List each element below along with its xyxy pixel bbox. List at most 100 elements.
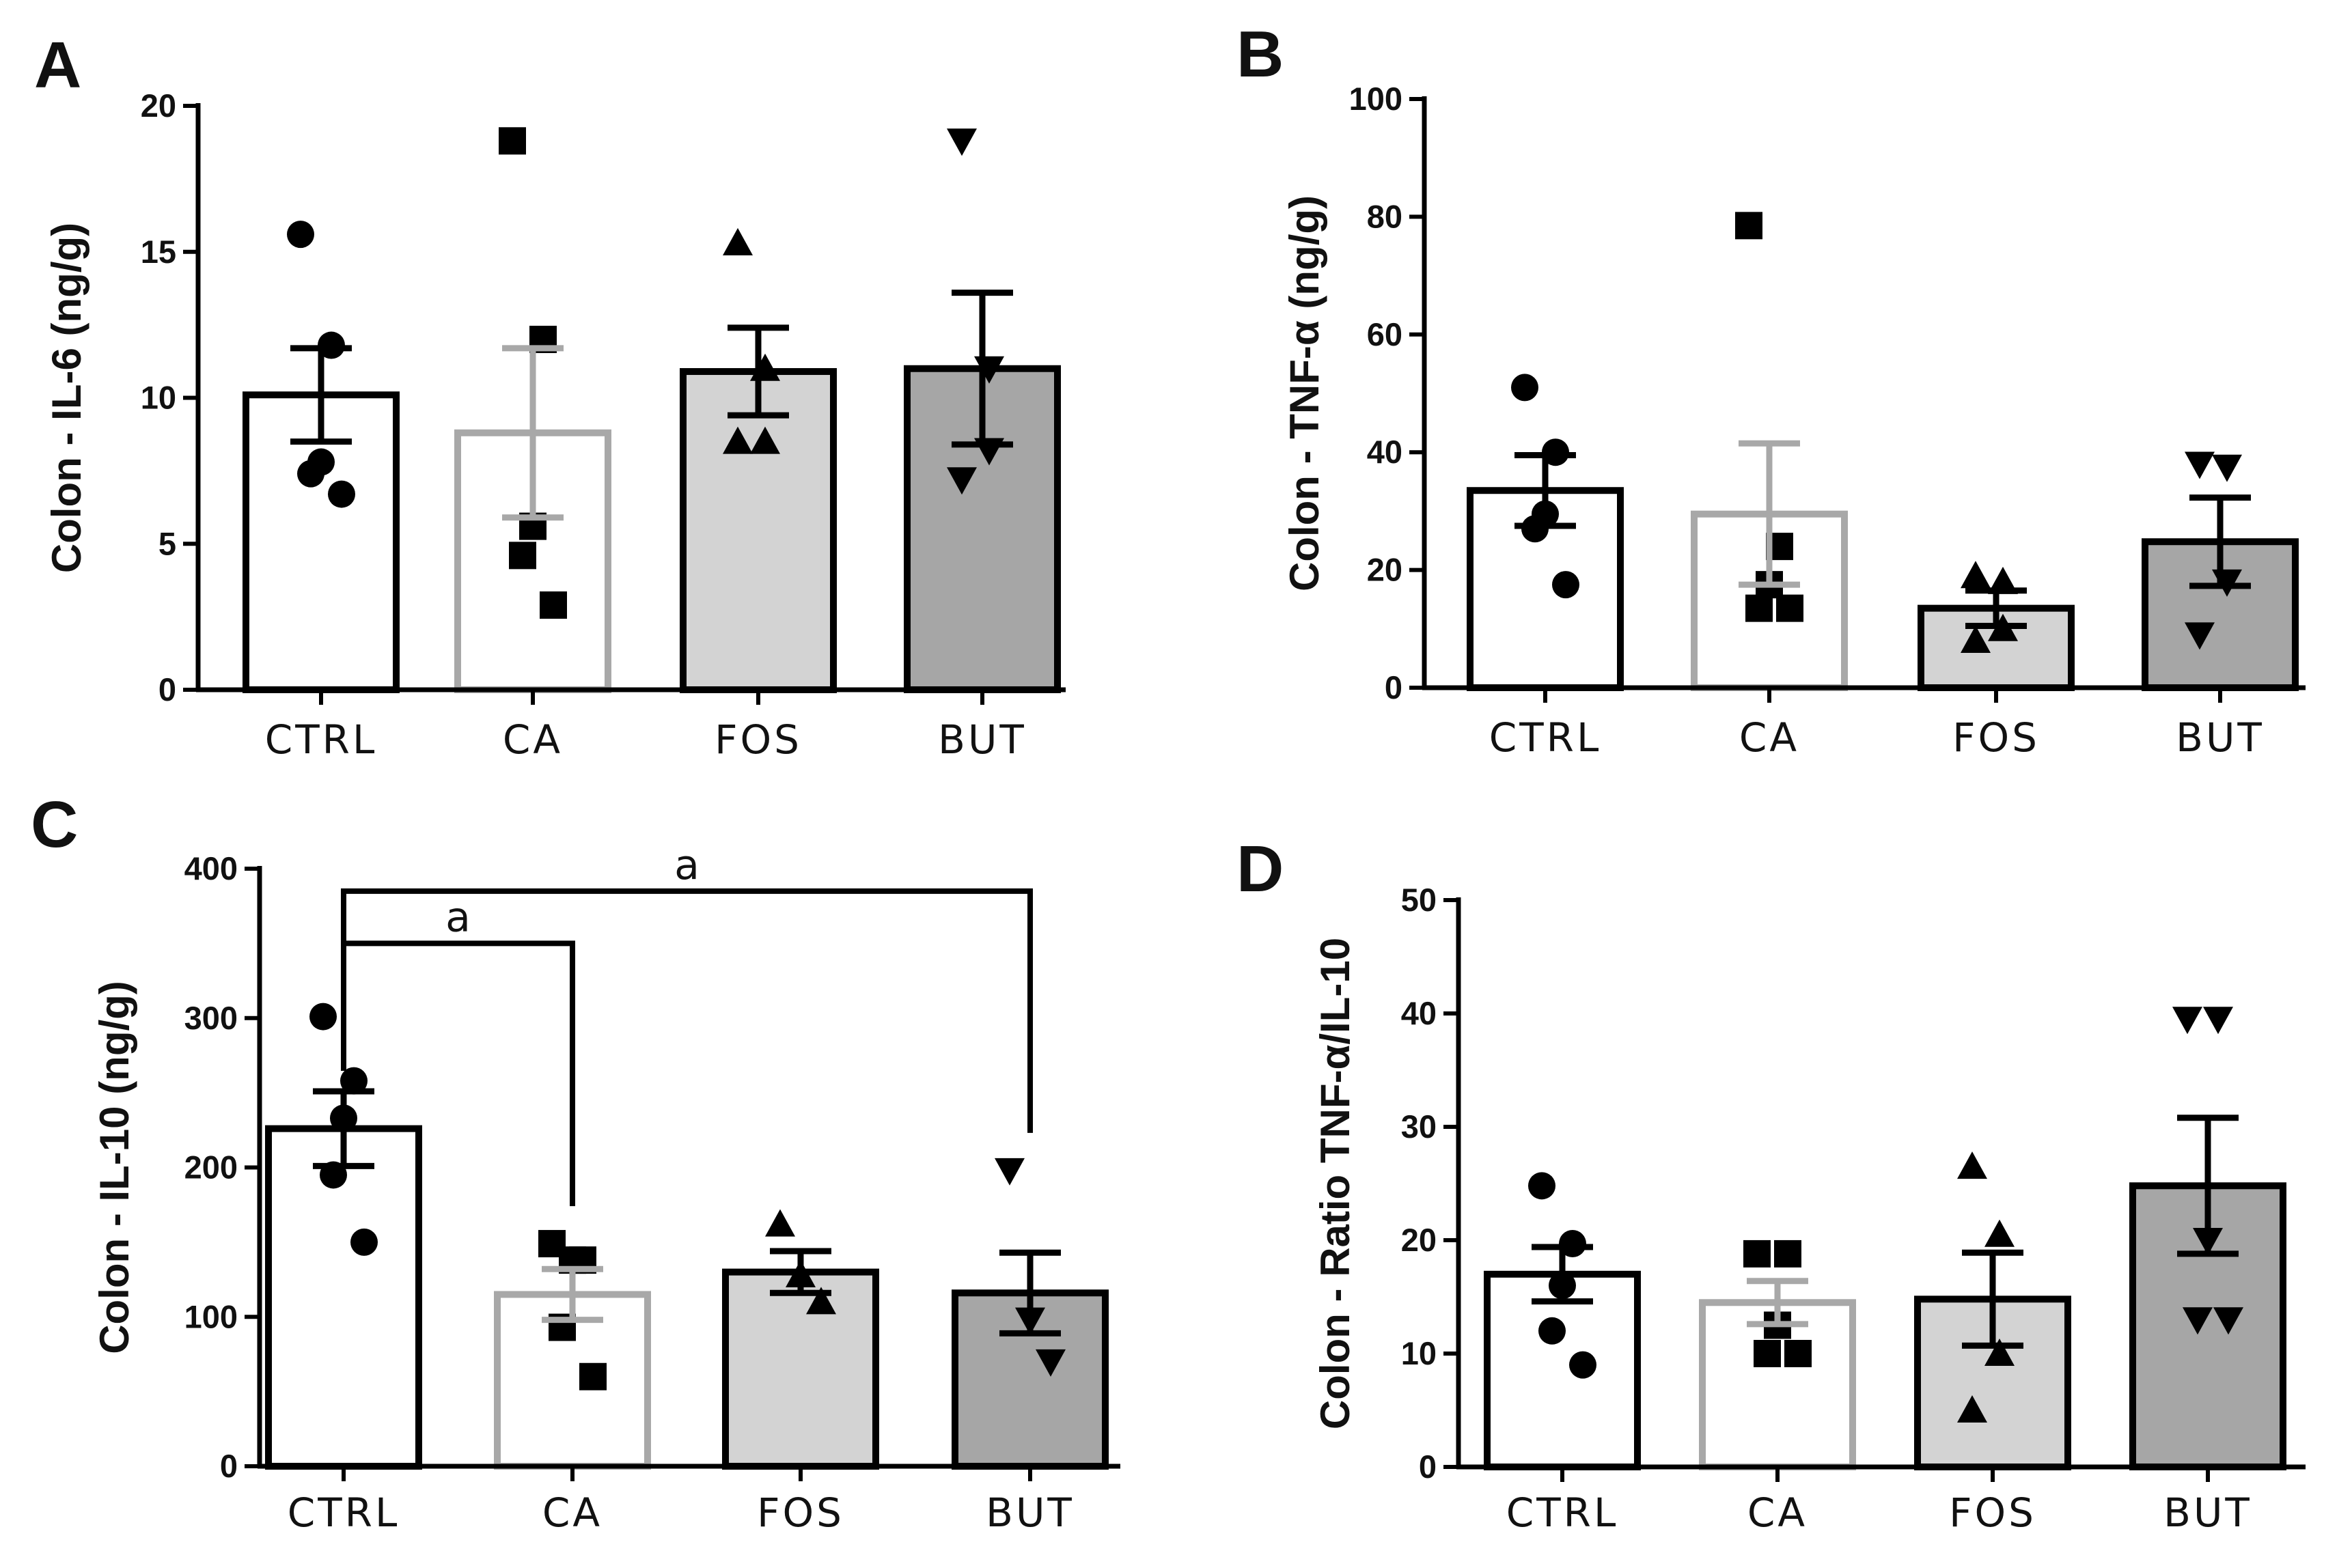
x-tick-label: CA	[1747, 1489, 1808, 1536]
x-tick-label: FOS	[757, 1489, 844, 1536]
data-point	[1745, 594, 1773, 622]
significance-label: a	[674, 841, 700, 889]
x-tick-label: FOS	[1952, 714, 2040, 761]
y-tick-label: 5	[158, 525, 176, 561]
y-tick-label: 20	[1367, 552, 1402, 588]
x-tick-label: FOS	[715, 716, 802, 763]
data-point	[2185, 451, 2215, 479]
y-tick-label: 60	[1367, 316, 1402, 352]
y-tick-label: 10	[1401, 1335, 1437, 1371]
panel-letter: C	[31, 788, 78, 861]
data-point	[1743, 1240, 1771, 1268]
data-point	[340, 1067, 368, 1095]
y-tick-label: 50	[1401, 882, 1437, 918]
data-point	[723, 227, 753, 255]
data-point	[1984, 1219, 2015, 1247]
y-axis-title: Colon - TNF-α (ng/g)	[1282, 195, 1327, 591]
data-point	[309, 1003, 337, 1031]
y-tick-label: 100	[184, 1298, 238, 1334]
data-point	[765, 1209, 795, 1237]
data-point	[1511, 374, 1538, 402]
data-point	[1754, 1340, 1781, 1367]
y-tick-label: 0	[158, 671, 176, 708]
y-tick-label: 200	[184, 1149, 238, 1186]
panel-a: A Colon - IL-6 (ng/g) 0 5 10 15 20 CTRL CA FOS BUT	[34, 29, 1066, 763]
x-tick-label: CTRL	[1489, 714, 1602, 761]
x-tick-label: BUT	[938, 716, 1027, 763]
data-point	[750, 426, 780, 454]
x-tick-label: BUT	[2176, 714, 2265, 761]
x-tick-label: CTRL	[265, 716, 378, 763]
y-tick-label: 0	[1385, 669, 1402, 705]
data-point	[1774, 1240, 1801, 1268]
data-point	[1988, 566, 2018, 594]
x-tick-label: CTRL	[1506, 1489, 1619, 1536]
data-point	[1961, 561, 1991, 589]
y-axis-title: Colon - Ratio TNF-α/IL-10	[1312, 938, 1358, 1429]
data-point	[1528, 1172, 1555, 1200]
y-tick-label: 15	[141, 234, 176, 270]
data-point	[579, 1362, 607, 1390]
data-point	[2212, 454, 2242, 482]
data-point	[1776, 594, 1803, 622]
data-point	[287, 221, 314, 249]
x-tick-label: BUT	[986, 1489, 1075, 1536]
x-tick-label: CA	[1739, 714, 1799, 761]
bar-fos	[722, 1268, 879, 1470]
data-point	[806, 1287, 836, 1315]
data-point	[1957, 1151, 1987, 1179]
data-point	[1784, 1340, 1812, 1367]
panel-c: C Colon - IL-10 (ng/g) 0 100 200 300 400 CTRL CA…	[31, 788, 1120, 1536]
y-tick-label: 300	[184, 1000, 238, 1036]
y-tick-label: 40	[1401, 995, 1437, 1031]
y-tick-label: 10	[141, 380, 176, 416]
x-tick-label: FOS	[1949, 1489, 2036, 1536]
x-tick-label: BUT	[2163, 1489, 2252, 1536]
data-point	[297, 460, 324, 488]
data-point	[499, 127, 526, 155]
x-tick-label: CA	[542, 1489, 603, 1536]
panel-b: B Colon - TNF-α (ng/g) 0 20 40 60 80 100 CTRL CA F…	[1236, 18, 2306, 761]
y-tick-label: 30	[1401, 1108, 1437, 1145]
data-point	[1552, 571, 1579, 599]
significance-bracket	[341, 888, 1033, 1133]
data-point	[328, 480, 355, 508]
x-tick-label: CA	[503, 716, 563, 763]
bar-fos	[680, 368, 837, 694]
data-point	[1559, 1229, 1586, 1257]
data-point	[350, 1228, 378, 1256]
y-tick-label: 100	[1349, 81, 1402, 117]
panel-letter: B	[1236, 18, 1284, 91]
y-tick-label: 40	[1367, 434, 1402, 470]
y-tick-label: 0	[1419, 1448, 1437, 1485]
data-point	[1036, 1349, 1066, 1377]
y-tick-label: 20	[141, 87, 176, 124]
data-point	[509, 542, 536, 570]
data-point	[750, 353, 780, 381]
data-point	[995, 1158, 1025, 1186]
x-tick-label: CTRL	[288, 1489, 400, 1536]
data-point	[2172, 1007, 2202, 1035]
data-point	[947, 128, 977, 156]
data-point	[1735, 212, 1762, 240]
y-tick-label: 400	[184, 850, 238, 886]
data-point	[947, 467, 977, 495]
data-point	[2213, 1307, 2243, 1335]
data-point	[1961, 626, 1991, 654]
data-point	[1957, 1395, 1987, 1423]
significance-label: a	[445, 893, 471, 941]
panel-d: D Colon - Ratio TNF-α/IL-10 0 10 20 30 40 50 CTR…	[1236, 832, 2306, 1536]
data-point	[2203, 1007, 2233, 1035]
y-axis-title: Colon - IL-10 (ng/g)	[92, 981, 137, 1354]
data-point	[1569, 1351, 1596, 1379]
data-point	[1538, 1317, 1566, 1345]
data-point	[1984, 1339, 2015, 1366]
panel-letter: D	[1236, 832, 1284, 906]
data-point	[2185, 622, 2215, 650]
y-axis-title: Colon - IL-6 (ng/g)	[44, 223, 89, 573]
y-tick-label: 80	[1367, 198, 1402, 234]
panel-letter: A	[34, 29, 81, 102]
y-tick-label: 0	[220, 1448, 238, 1484]
data-point	[540, 591, 567, 619]
